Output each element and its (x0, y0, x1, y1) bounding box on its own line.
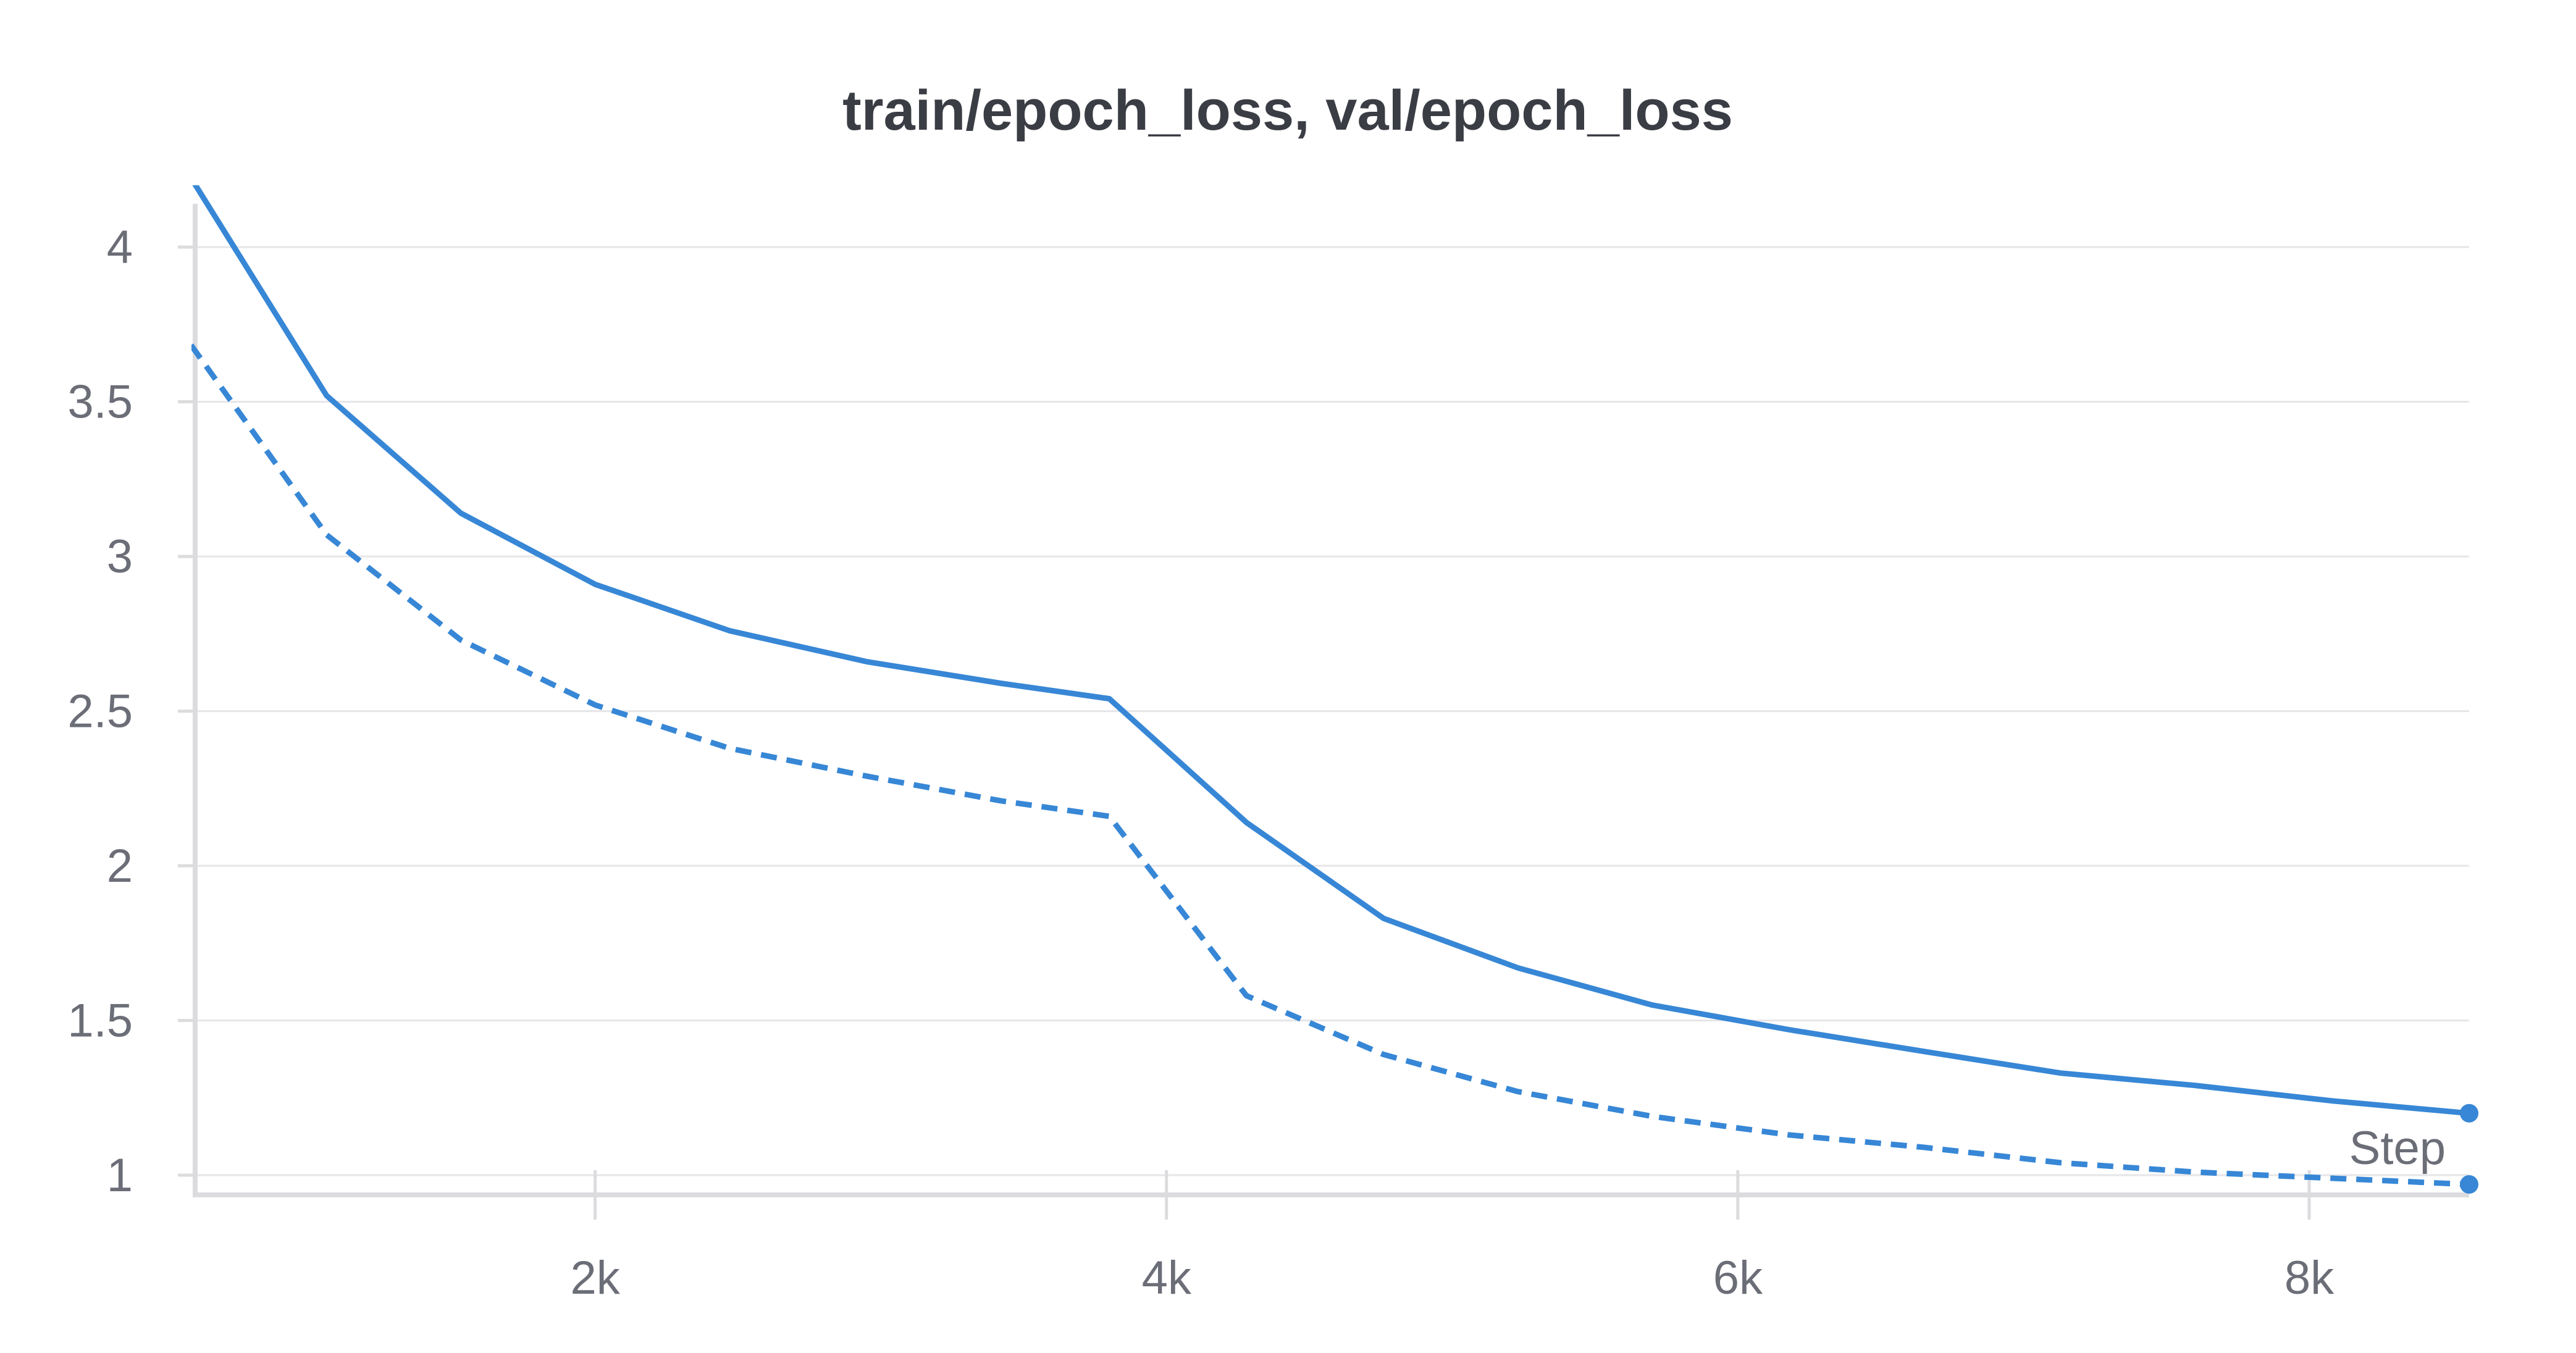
y-tick-label: 2 (107, 840, 133, 892)
axes (178, 204, 2469, 1220)
series-end-point (2460, 1175, 2478, 1194)
x-tick-label: 4k (1142, 1252, 1192, 1304)
series-line-solid (192, 185, 2470, 1116)
grid-lines (195, 246, 2469, 1176)
series-end-point (2460, 1104, 2478, 1123)
end-markers (2460, 1104, 2478, 1194)
y-tick-label: 1 (107, 1149, 133, 1202)
y-tick-label: 2.5 (67, 685, 133, 738)
x-tick-label: 6k (1713, 1252, 1763, 1304)
y-tick-label: 1.5 (67, 995, 133, 1047)
y-tick-label: 3.5 (67, 376, 133, 429)
x-tick-label: 8k (2284, 1252, 2335, 1304)
series-lines (191, 185, 2470, 1188)
y-tick-label: 4 (107, 221, 133, 274)
x-tick-label: 2k (570, 1252, 620, 1304)
tick-labels: 1 1.5 2 2.5 3 3.5 4 2k 4k 6k 8k (67, 221, 2335, 1304)
series-line-dashed (191, 340, 2470, 1188)
y-tick-label: 3 (107, 530, 133, 583)
chart-title: train/epoch_loss, val/epoch_loss (842, 79, 1733, 142)
x-axis-label: Step (2349, 1122, 2446, 1175)
